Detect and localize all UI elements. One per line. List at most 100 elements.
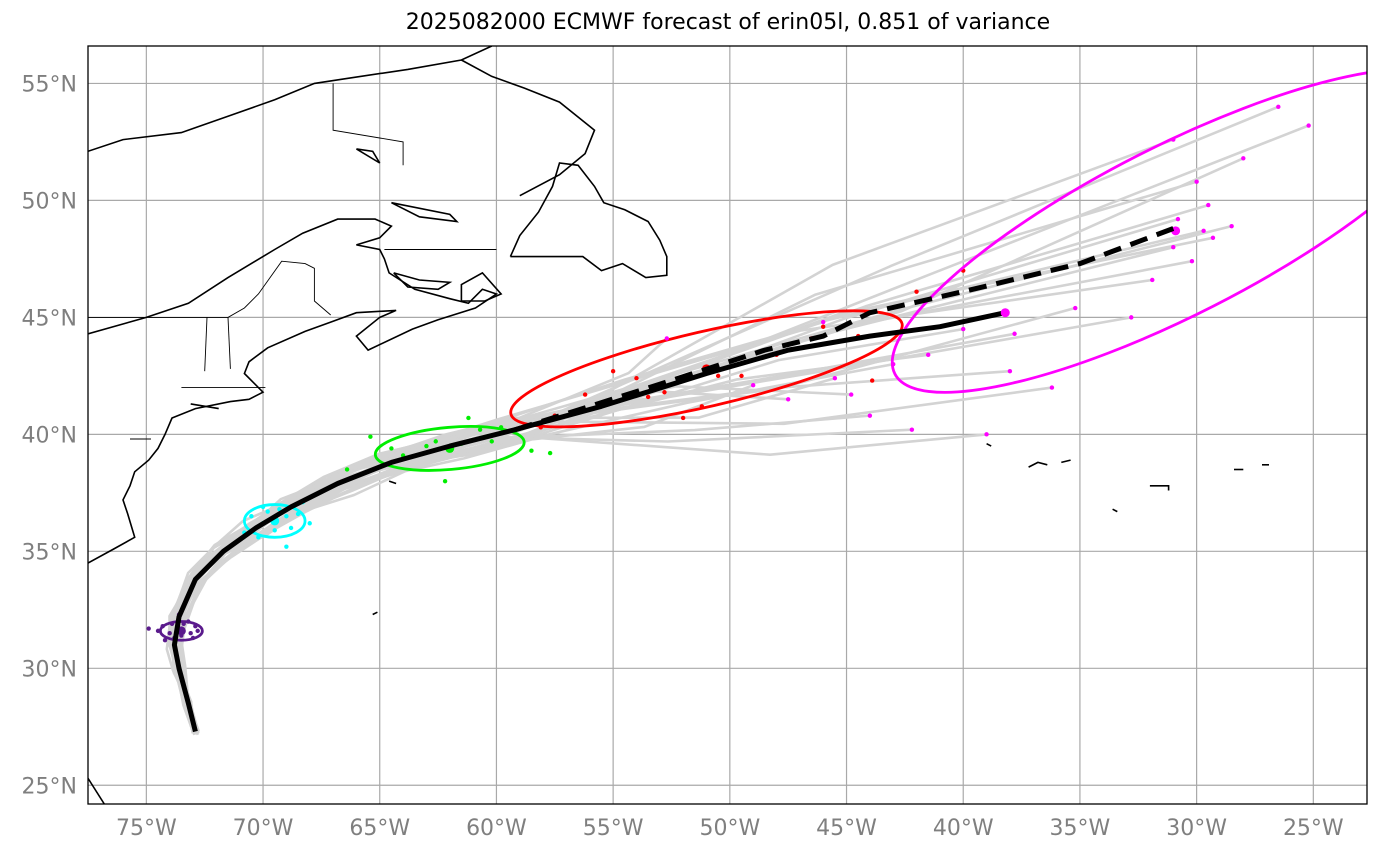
border-line bbox=[227, 317, 231, 369]
member-position-dot bbox=[489, 439, 494, 444]
lon-tick-label: 40°W bbox=[933, 816, 994, 841]
member-position-dot bbox=[1201, 228, 1206, 234]
coastline-path bbox=[88, 46, 493, 153]
member-position-dot bbox=[284, 544, 289, 549]
member-position-dot bbox=[195, 628, 200, 634]
member-position-dot bbox=[1206, 202, 1211, 208]
mean-track-end-dot bbox=[1000, 308, 1010, 318]
graticule bbox=[88, 46, 1367, 804]
member-position-dot bbox=[424, 443, 429, 449]
lon-tick-label: 60°W bbox=[466, 816, 527, 841]
island-outline bbox=[1028, 461, 1048, 468]
member-position-dot bbox=[155, 628, 161, 634]
member-position-dot bbox=[1276, 104, 1281, 110]
member-position-dot bbox=[1194, 179, 1199, 184]
member-position-dot bbox=[1150, 277, 1155, 283]
island-outline bbox=[393, 272, 453, 291]
island-outline bbox=[460, 271, 503, 302]
member-position-dot bbox=[265, 509, 270, 514]
lon-tick-label: 30°W bbox=[1166, 816, 1227, 841]
member-position-dot bbox=[1229, 223, 1234, 229]
island-outline bbox=[509, 162, 668, 279]
member-position-dot bbox=[260, 504, 266, 510]
member-position-dot bbox=[785, 397, 791, 402]
island-outline bbox=[391, 201, 459, 223]
member-position-dot bbox=[389, 446, 394, 451]
member-position-dot bbox=[909, 427, 915, 432]
lon-tick-label: 45°W bbox=[816, 816, 877, 841]
member-position-dot bbox=[582, 392, 588, 397]
control-track-dashed bbox=[514, 226, 1175, 433]
border-line bbox=[204, 317, 208, 372]
ensemble-track bbox=[170, 217, 1179, 730]
uncertainty-ellipse bbox=[509, 309, 904, 429]
member-position-dot bbox=[1129, 315, 1134, 320]
island-outline bbox=[190, 403, 219, 410]
member-position-dot bbox=[891, 361, 896, 367]
member-position-dot bbox=[1175, 216, 1181, 222]
member-position-dot bbox=[277, 507, 282, 512]
ensemble-track bbox=[177, 332, 1015, 731]
member-position-dot bbox=[1210, 235, 1216, 241]
member-position-dot bbox=[272, 528, 277, 533]
member-position-dot bbox=[284, 514, 289, 519]
plot-area bbox=[88, 46, 1367, 804]
mean-track-line bbox=[171, 310, 1006, 733]
coastline-path bbox=[88, 777, 105, 804]
member-position-dot bbox=[662, 390, 667, 395]
member-position-dot bbox=[1189, 259, 1195, 264]
member-position-dot bbox=[867, 413, 873, 418]
member-position-dot bbox=[1049, 385, 1055, 390]
member-position-dot bbox=[680, 415, 686, 421]
coastline-path bbox=[461, 59, 596, 197]
uncertainty-ellipse bbox=[373, 425, 526, 472]
member-position-dot bbox=[1012, 331, 1017, 336]
lon-tick-label: 35°W bbox=[1050, 816, 1111, 841]
island-outline bbox=[1061, 459, 1071, 464]
member-position-dot bbox=[193, 623, 198, 629]
latitude-ticks: 25°N 30°N 35°N 40°N 45°N 50°N 55°N bbox=[22, 72, 77, 799]
member-position-dot bbox=[1171, 137, 1176, 142]
member-position-dot bbox=[167, 631, 172, 636]
longitude-ticks: 75°W 70°W 65°W 60°W 55°W 50°W 45°W 40°W 35°W 30°W… bbox=[116, 816, 1344, 841]
uncertainty-ellipse bbox=[158, 620, 204, 642]
member-position-dot bbox=[169, 621, 175, 627]
member-position-dot bbox=[162, 638, 168, 643]
island-outline bbox=[355, 148, 381, 164]
lat-tick-label: 25°N bbox=[22, 774, 77, 799]
member-position-dot bbox=[188, 631, 193, 636]
member-position-dot bbox=[832, 376, 838, 381]
member-position-dot bbox=[634, 376, 639, 381]
ensemble-track bbox=[168, 157, 1244, 733]
member-position-dot bbox=[750, 383, 756, 388]
uncertainty-ellipse bbox=[242, 503, 307, 539]
member-position-dot bbox=[699, 404, 705, 409]
ensemble-track bbox=[179, 433, 987, 734]
ensemble-track bbox=[169, 306, 1076, 729]
ensemble-track bbox=[177, 327, 964, 731]
lat-tick-label: 45°N bbox=[22, 306, 77, 331]
member-position-dot bbox=[1241, 156, 1246, 161]
member-position-dot bbox=[368, 434, 373, 439]
lon-tick-label: 50°W bbox=[699, 816, 760, 841]
member-position-dot bbox=[181, 621, 186, 627]
ensemble-track bbox=[169, 203, 1209, 734]
member-position-dot bbox=[984, 432, 989, 437]
member-position-dot bbox=[1306, 123, 1311, 128]
coastline bbox=[88, 46, 1269, 804]
member-position-dot bbox=[256, 535, 261, 540]
lon-tick-label: 25°W bbox=[1283, 816, 1344, 841]
ensemble-tracks bbox=[165, 105, 1310, 736]
member-position-dot bbox=[344, 467, 350, 472]
member-position-dot bbox=[160, 623, 165, 629]
island-outline bbox=[1149, 484, 1170, 491]
member-position-dot bbox=[288, 525, 294, 531]
island-outline bbox=[372, 611, 378, 616]
member-position-dot bbox=[914, 289, 919, 294]
lon-tick-label: 55°W bbox=[583, 816, 644, 841]
island-outline bbox=[1112, 508, 1118, 513]
member-position-dot bbox=[498, 425, 504, 430]
member-position-dot bbox=[645, 394, 651, 400]
member-position-dot bbox=[547, 450, 553, 456]
member-position-dot bbox=[529, 448, 534, 453]
